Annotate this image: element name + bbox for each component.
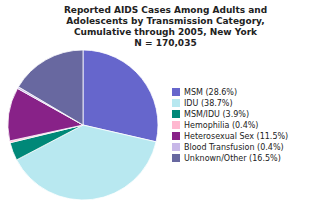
legend-swatch	[172, 154, 180, 162]
pie-slice	[18, 50, 83, 125]
legend-swatch	[172, 99, 180, 107]
legend-swatch	[172, 132, 180, 140]
legend: MSM (28.6%) IDU (38.7%) MSM/IDU (3.9%) Hemo…	[172, 88, 288, 163]
legend-label: MSM/IDU (3.9%)	[184, 110, 249, 119]
pie	[8, 50, 158, 200]
legend-swatch	[172, 121, 180, 129]
chart: Reported AIDS Cases Among Adults andAdol…	[0, 0, 331, 204]
legend-label: IDU (38.7%)	[184, 99, 233, 108]
legend-swatch	[172, 88, 180, 96]
title: Reported AIDS Cases Among Adults andAdol…	[64, 5, 267, 48]
legend-label: Unknown/Other (16.5%)	[184, 154, 281, 163]
legend-label: Heterosexual Sex (11.5%)	[184, 132, 288, 141]
legend-swatch	[172, 110, 180, 118]
legend-label: Blood Transfusion (0.4%)	[184, 143, 284, 152]
legend-label: Hemophilia (0.4%)	[184, 121, 258, 130]
legend-label: MSM (28.6%)	[184, 88, 237, 97]
legend-swatch	[172, 143, 180, 151]
